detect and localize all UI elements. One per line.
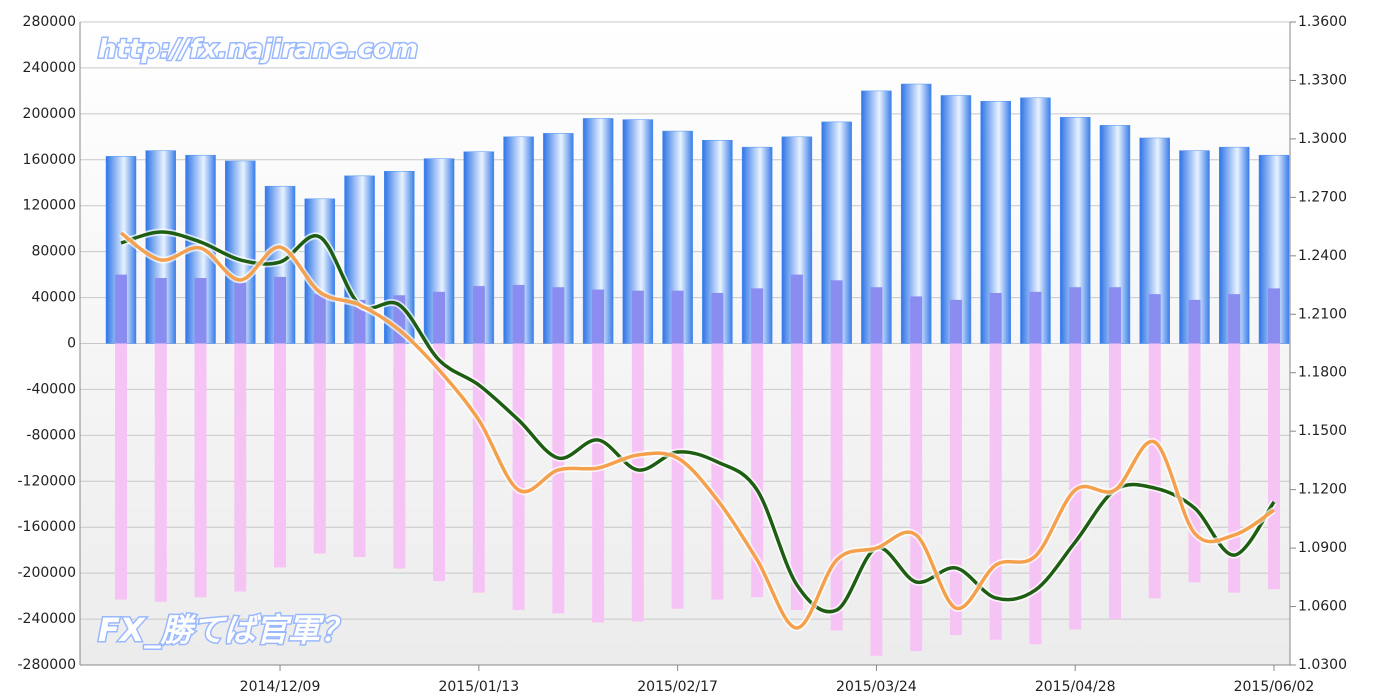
bar: [154, 343, 167, 602]
bar: [115, 274, 127, 344]
bar: [353, 343, 366, 558]
y2-tick-label: 1.1200: [1298, 482, 1347, 498]
bar: [433, 343, 446, 582]
y-tick-label: 240000: [23, 60, 76, 76]
y2-tick-label: 1.2400: [1298, 248, 1347, 264]
bar: [790, 274, 803, 344]
bar: [751, 343, 764, 598]
bar: [1029, 291, 1042, 344]
bar: [313, 294, 326, 344]
x-tick-label: 2015/02/17: [637, 679, 718, 695]
bar: [910, 296, 923, 344]
bar: [552, 287, 565, 344]
bar: [194, 343, 207, 598]
bar: [512, 343, 525, 610]
y-tick-label: -200000: [18, 565, 77, 581]
bar: [949, 343, 962, 636]
y2-tick-label: 1.3600: [1298, 14, 1347, 30]
y-tick-label: -280000: [18, 657, 77, 673]
bar: [751, 288, 764, 344]
y-tick-label: -120000: [18, 473, 77, 489]
bar: [671, 290, 684, 344]
y2-tick-label: 1.0600: [1298, 599, 1347, 615]
y-tick-label: 280000: [23, 14, 76, 30]
bar: [830, 343, 843, 631]
bar: [1228, 294, 1241, 344]
bar: [1108, 287, 1121, 344]
bar: [631, 290, 644, 344]
watermark: http://fx.najirane.com: [98, 35, 418, 65]
bar: [552, 343, 565, 614]
plot: [80, 21, 1290, 666]
y-tick-label: 40000: [31, 290, 76, 306]
bar: [830, 280, 843, 344]
bar: [274, 343, 287, 568]
x-tick-label: 2014/12/09: [240, 679, 321, 695]
bar: [433, 291, 446, 344]
y-tick-label: 120000: [23, 198, 76, 214]
bar: [989, 292, 1002, 344]
bar: [671, 343, 684, 609]
x-tick-label: 2015/04/28: [1035, 679, 1116, 695]
y2-tick-label: 1.1500: [1298, 423, 1347, 439]
bar: [194, 278, 207, 344]
bar: [592, 343, 605, 623]
y-tick-label: 160000: [23, 152, 76, 168]
bar: [313, 343, 326, 554]
bar: [234, 282, 247, 344]
y2-tick-label: 1.3000: [1298, 131, 1347, 147]
x-tick-label: 2015/01/13: [438, 679, 519, 695]
y2-tick-label: 1.2700: [1298, 189, 1347, 205]
bar: [1188, 299, 1201, 344]
x-tick-label: 2015/03/24: [836, 679, 917, 695]
bar: [393, 343, 406, 569]
y-tick-label: -80000: [26, 427, 76, 443]
x-tick-label: 2015/06/02: [1234, 679, 1315, 695]
bar: [1148, 343, 1161, 599]
y-tick-label: -160000: [18, 519, 77, 535]
bar: [870, 343, 883, 656]
bar: [870, 287, 883, 344]
bar: [1108, 343, 1121, 620]
y-tick-label: 0: [67, 336, 76, 352]
bar: [910, 343, 923, 652]
bar: [1268, 343, 1280, 590]
bar: [592, 289, 605, 344]
y-tick-label: 200000: [23, 106, 76, 122]
bar: [1148, 294, 1161, 344]
bar: [631, 343, 644, 622]
y2-tick-label: 1.0900: [1298, 540, 1347, 556]
y2-tick-label: 1.3300: [1298, 72, 1347, 88]
bar: [274, 276, 287, 344]
y-tick-label: -40000: [26, 381, 76, 397]
bar: [154, 278, 167, 344]
y2-tick-label: 1.0300: [1298, 657, 1347, 673]
bar: [1268, 288, 1280, 344]
bar: [1188, 343, 1201, 583]
bar: [790, 343, 803, 610]
bar: [1029, 343, 1042, 645]
y-tick-label: -240000: [18, 611, 77, 627]
bar: [472, 343, 485, 593]
line: [120, 230, 1276, 614]
y2-tick-label: 1.1800: [1298, 365, 1347, 381]
line: [119, 231, 1275, 630]
bar: [711, 343, 724, 600]
bar: [472, 286, 485, 344]
bar: [115, 343, 127, 600]
watermark: FX_勝てば官軍？: [98, 611, 352, 649]
bar: [512, 284, 525, 344]
bar: [1069, 287, 1082, 344]
y2-tick-label: 1.2100: [1298, 306, 1347, 322]
bar: [234, 343, 247, 592]
bar: [711, 292, 724, 344]
y-tick-label: 80000: [31, 244, 76, 260]
bar: [949, 299, 962, 344]
